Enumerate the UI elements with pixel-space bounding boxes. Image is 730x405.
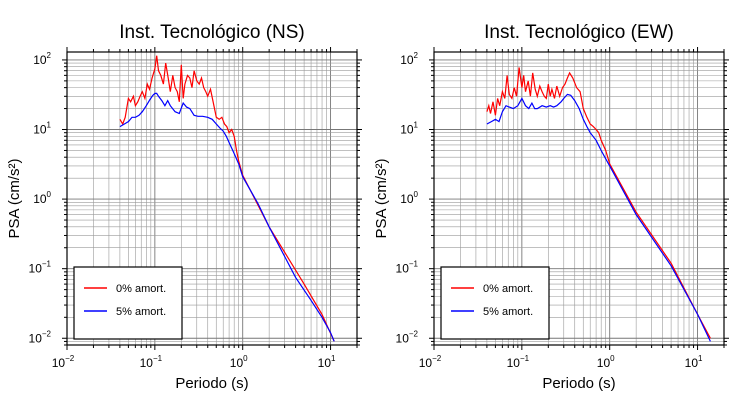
x-tick-label: 10−2	[52, 354, 75, 370]
legend-label: 0% amort.	[483, 283, 533, 295]
y-tick-label: 101	[33, 121, 51, 137]
y-tick-label: 10−1	[396, 260, 419, 276]
y-tick-label: 100	[400, 190, 418, 206]
y-tick-label: 102	[400, 51, 418, 67]
x-tick-label: 100	[230, 354, 248, 370]
x-tick-label: 10−2	[419, 354, 442, 370]
y-tick-label: 102	[33, 51, 51, 67]
chart-panel-2: 10−2 10−1 100 101 10−2 10−1 100 101 102 Inst. Tec…	[373, 22, 729, 392]
y-axis-label: PSA (cm/s²)	[373, 158, 390, 238]
x-axis-label: Periodo (s)	[175, 375, 248, 392]
legend: 0% amort. 5% amort.	[440, 266, 550, 340]
axis-ticks	[429, 47, 729, 350]
chart-panel-1: 10−2 10−1 100 101 10−2 10−1 100 101 102 Inst. Tec…	[6, 22, 362, 392]
y-tick-label: 10−2	[29, 329, 52, 345]
legend: 0% amort. 5% amort.	[73, 266, 183, 340]
series-line-1	[486, 67, 711, 339]
legend-label: 0% amort.	[116, 283, 166, 295]
legend-box	[440, 266, 550, 340]
axis-ticks	[62, 47, 362, 350]
series-line-2	[119, 92, 335, 342]
x-tick-label: 101	[685, 354, 703, 370]
y-tick-label: 10−2	[396, 329, 419, 345]
series-line-2	[486, 93, 711, 342]
legend-box	[73, 266, 183, 340]
plot-frame	[66, 51, 358, 346]
x-tick-label: 10−1	[140, 354, 163, 370]
y-tick-label: 101	[400, 121, 418, 137]
x-tick-label: 10−1	[507, 354, 530, 370]
series-line-1	[119, 55, 335, 342]
y-axis-label: PSA (cm/s²)	[6, 158, 23, 238]
x-axis-label: Periodo (s)	[542, 375, 615, 392]
y-tick-label: 10−1	[29, 260, 52, 276]
x-tick-label: 100	[597, 354, 615, 370]
y-tick-label: 100	[33, 190, 51, 206]
legend-label: 5% amort.	[116, 306, 166, 318]
chart-title: Inst. Tecnológico (EW)	[484, 22, 674, 43]
grid	[433, 52, 725, 346]
legend-label: 5% amort.	[483, 306, 533, 318]
plot-frame	[433, 51, 725, 346]
x-tick-label: 101	[318, 354, 336, 370]
chart-title: Inst. Tecnológico (NS)	[119, 22, 305, 43]
grid	[66, 52, 358, 346]
